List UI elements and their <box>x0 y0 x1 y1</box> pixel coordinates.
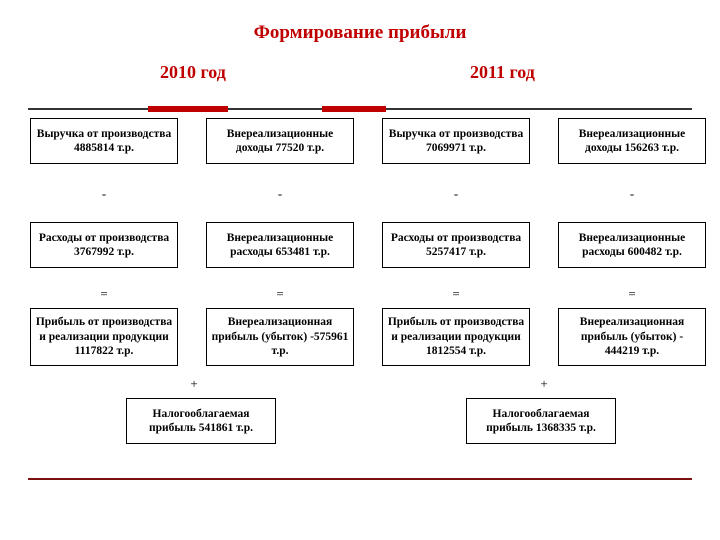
op-minus-4: - <box>624 186 640 202</box>
box-c2r2: Внереализационные расходы 653481 т.р. <box>206 222 354 268</box>
box-c1r1: Выручка от производства 4885814 т.р. <box>30 118 178 164</box>
year-left: 2010 год <box>160 62 226 83</box>
year-right: 2011 год <box>470 62 535 83</box>
box-c3r3: Прибыль от производства и реализации про… <box>382 308 530 366</box>
box-c4r2: Внереализационные расходы 600482 т.р. <box>558 222 706 268</box>
title-text: Формирование прибыли <box>254 22 467 43</box>
box-c4r1: Внереализационные доходы 156263 т.р. <box>558 118 706 164</box>
op-plus-right: + <box>536 376 552 392</box>
box-final-left: Налогооблагаемая прибыль 541861 т.р. <box>126 398 276 444</box>
box-c4r3: Внереализационная прибыль (убыток) - 444… <box>558 308 706 366</box>
op-eq-1: = <box>96 286 112 302</box>
op-minus-2: - <box>272 186 288 202</box>
box-c1r3: Прибыль от производства и реализации про… <box>30 308 178 366</box>
box-final-right: Налогооблагаемая прибыль 1368335 т.р. <box>466 398 616 444</box>
op-eq-4: = <box>624 286 640 302</box>
bottom-separator <box>28 478 692 480</box>
page-title: Формирование прибыли <box>0 22 720 44</box>
op-minus-1: - <box>96 186 112 202</box>
box-c3r2: Расходы от производства 5257417 т.р. <box>382 222 530 268</box>
op-minus-3: - <box>448 186 464 202</box>
op-plus-left: + <box>186 376 202 392</box>
op-eq-2: = <box>272 286 288 302</box>
box-c3r1: Выручка от производства 7069971 т.р. <box>382 118 530 164</box>
box-c2r3: Внереализационная прибыль (убыток) -5759… <box>206 308 354 366</box>
box-c2r1: Внереализационные доходы 77520 т.р. <box>206 118 354 164</box>
op-eq-3: = <box>448 286 464 302</box>
top-red-seg-1 <box>148 106 228 112</box>
box-c1r2: Расходы от производства 3767992 т.р. <box>30 222 178 268</box>
top-red-seg-2 <box>322 106 386 112</box>
